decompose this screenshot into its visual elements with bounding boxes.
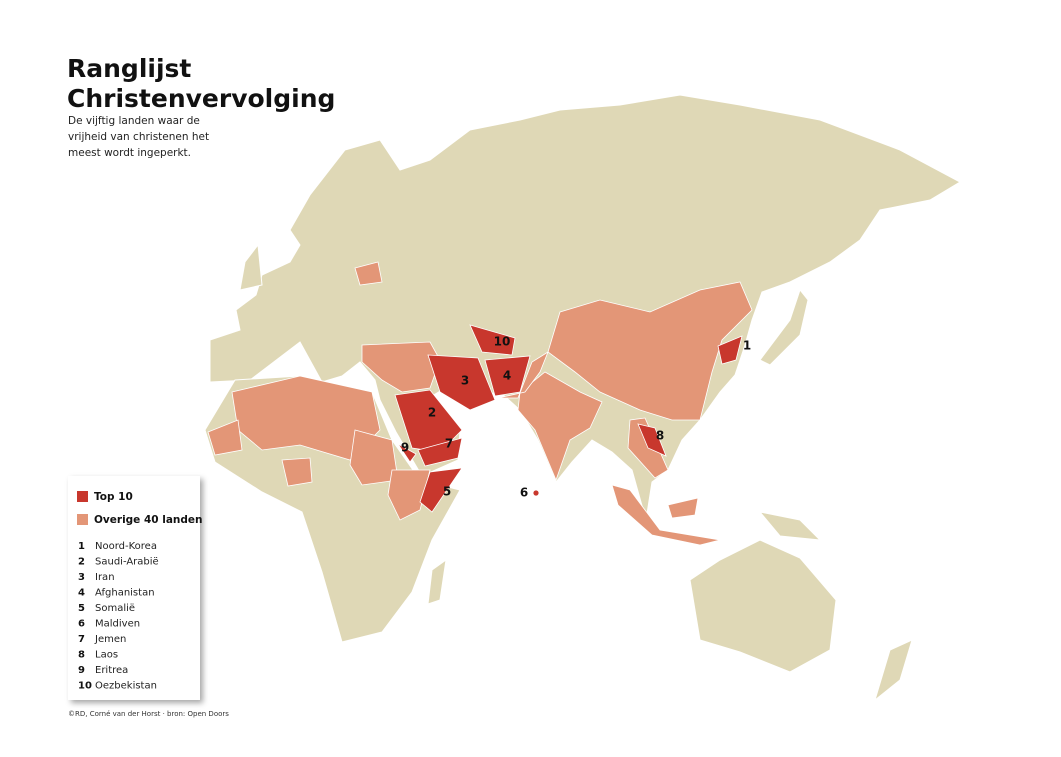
rank-name: Noord-Korea: [95, 541, 157, 552]
rank-number: 8: [78, 650, 85, 661]
madagascar: [427, 558, 447, 605]
new-guinea: [758, 511, 822, 541]
afghanistan: [484, 355, 531, 397]
map-rank-label: 8: [656, 429, 664, 443]
rank-name: Laos: [95, 650, 118, 661]
belarus: [354, 261, 383, 286]
legend: Top 10 Overige 40 landen 1 Noord-Korea 2 Saud…: [77, 491, 203, 692]
map-rank-label: 10: [494, 335, 511, 349]
sahel-west: [207, 419, 243, 456]
maldives: [532, 489, 540, 497]
map-rank-label: 1: [743, 339, 751, 353]
subtitle-line: vrijheid van christenen het: [68, 131, 209, 143]
middle-east: [361, 341, 441, 393]
legend-swatch: [77, 514, 88, 525]
legend-box: [68, 476, 200, 700]
credit: ©RD, Corné van der Horst · bron: Open Do…: [68, 710, 229, 718]
rank-number: 3: [78, 572, 85, 583]
map-rank-label: 7: [445, 437, 453, 451]
eritrea: [397, 443, 417, 463]
iran: [427, 354, 496, 411]
highlighted-countries: [207, 261, 753, 546]
rank-number: 5: [78, 603, 85, 614]
britain: [239, 243, 263, 291]
rank-name: Jemen: [94, 634, 126, 645]
rank-name: Maldiven: [95, 619, 140, 630]
yemen: [417, 437, 463, 467]
india: [517, 371, 603, 482]
title-line: Ranglijst: [67, 54, 191, 83]
rank-name: Eritrea: [95, 665, 128, 676]
map-rank-label: 2: [428, 406, 436, 420]
map-labels: 1 2 3 4 5 6 7 8 9 10: [401, 335, 751, 500]
map-rank-label: 9: [401, 441, 409, 455]
subtitle-line: De vijftig landen waar de: [68, 115, 200, 127]
australia: [689, 539, 837, 673]
uzbekistan: [469, 324, 516, 356]
rank-name: Afghanistan: [95, 588, 155, 599]
rank-name: Saudi-Arabië: [95, 557, 159, 568]
somalia: [419, 467, 463, 513]
pakistan-region: [497, 351, 549, 399]
rank-number: 1: [78, 541, 85, 552]
rank-number: 7: [78, 634, 85, 645]
ethiopia-kenya: [387, 469, 431, 521]
rank-number: 6: [78, 619, 85, 630]
new-zealand: [874, 639, 913, 702]
japan: [759, 288, 809, 366]
indonesia: [611, 484, 721, 546]
map-rank-label: 6: [520, 486, 528, 500]
nigeria: [281, 457, 313, 487]
map-rank-label: 5: [443, 485, 451, 499]
map-rank-label: 4: [503, 369, 511, 383]
legend-label: Overige 40 landen: [94, 514, 203, 526]
china: [547, 281, 753, 421]
rank-number: 9: [78, 665, 85, 676]
rank-name: Oezbekistan: [95, 681, 157, 692]
north-korea: [717, 335, 743, 365]
legend-label: Top 10: [94, 491, 133, 503]
map-rank-label: 3: [461, 374, 469, 388]
rank-number: 4: [78, 588, 85, 599]
rank-name: Somalië: [95, 603, 135, 614]
rank-name: Iran: [95, 572, 115, 583]
sudan: [349, 429, 399, 486]
subtitle-line: meest wordt ingeperkt.: [68, 147, 191, 159]
title-line: Christenvervolging: [67, 84, 335, 113]
malaysia: [667, 497, 699, 519]
north-africa: [231, 375, 381, 461]
laos: [637, 423, 667, 457]
rank-number: 10: [78, 681, 92, 692]
legend-swatch: [77, 491, 88, 502]
rank-number: 2: [78, 557, 85, 568]
